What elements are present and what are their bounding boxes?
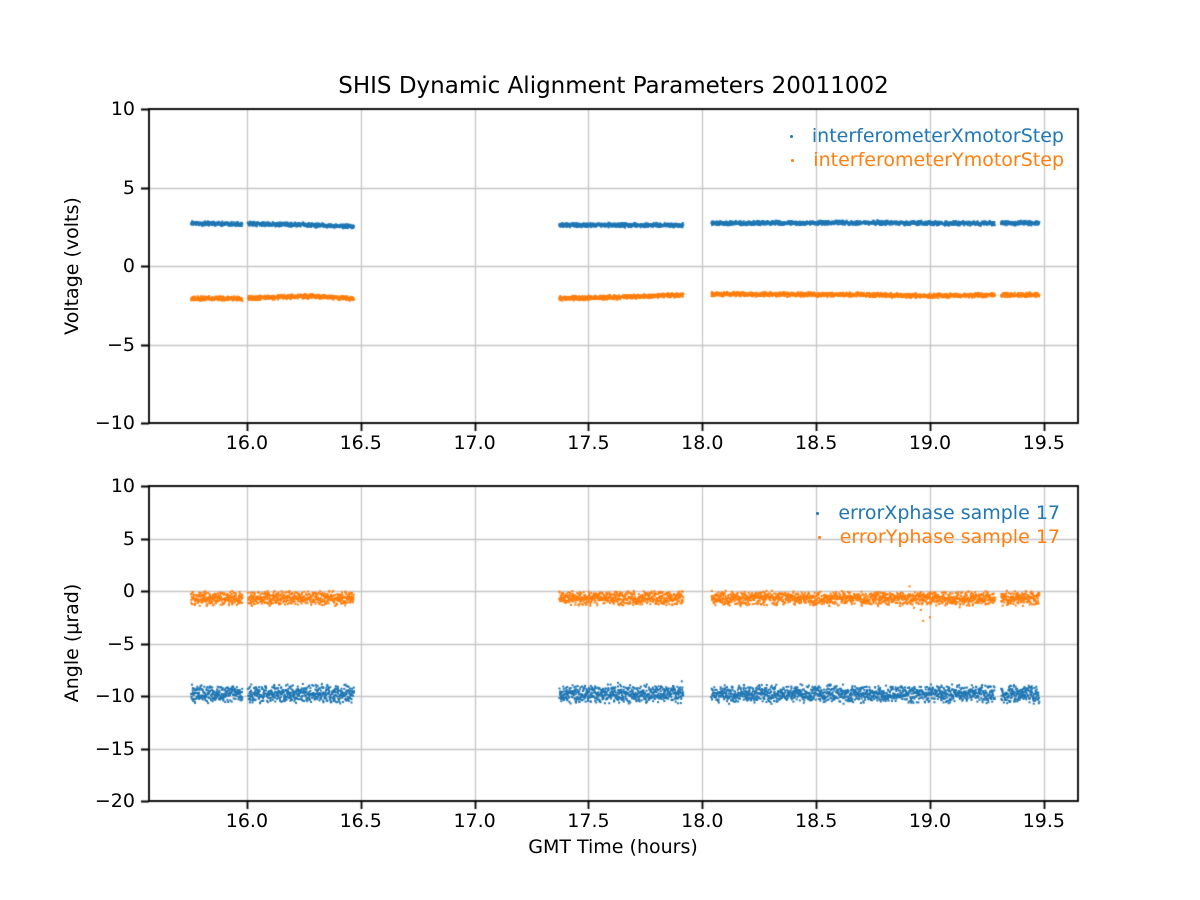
scatter-marker-icon — [789, 134, 793, 138]
x-tick-label: 18.0 — [681, 810, 724, 832]
y-tick-label: −20 — [94, 790, 135, 812]
scatter-marker-icon — [816, 511, 820, 515]
legend-item: errorXphase sample 17 — [816, 501, 1060, 525]
y-tick-label: −10 — [94, 412, 135, 434]
top-legend: interferometerXmotorStep interferometerY… — [789, 124, 1064, 172]
x-tick-label: 18.5 — [794, 810, 838, 832]
legend-label: errorXphase sample 17 — [838, 502, 1060, 524]
scatter-marker-icon — [817, 535, 821, 539]
x-tick-label: 17.5 — [567, 810, 610, 832]
y-tick-label: 5 — [122, 527, 135, 550]
x-tick-label: 16.5 — [339, 810, 382, 832]
legend-item: errorYphase sample 17 — [817, 525, 1060, 549]
y-tick-label: 5 — [122, 176, 135, 199]
y-tick-label: 0 — [122, 580, 135, 602]
x-tick-label: 16.0 — [225, 432, 269, 454]
x-axis-label: GMT Time (hours) — [528, 836, 698, 858]
scatter-marker-icon — [791, 158, 795, 162]
x-tick-label: 18.0 — [681, 432, 724, 454]
x-tick-label: 17.0 — [453, 432, 496, 454]
chart-title: SHIS Dynamic Alignment Parameters 200110… — [338, 73, 889, 99]
legend-label: interferometerYmotorStep — [813, 149, 1064, 171]
bottom-legend: errorXphase sample 17 errorYphase sample… — [816, 501, 1060, 549]
x-tick-label: 19.0 — [908, 810, 952, 832]
legend-item: interferometerXmotorStep — [789, 124, 1064, 148]
y-tick-label: −5 — [106, 632, 135, 655]
x-tick-label: 17.5 — [567, 432, 610, 454]
y-tick-label: −15 — [94, 737, 135, 760]
legend-label: interferometerXmotorStep — [811, 125, 1064, 147]
legend-label: errorYphase sample 17 — [839, 526, 1060, 548]
y-tick-label: 0 — [122, 255, 135, 277]
legend-item: interferometerYmotorStep — [791, 148, 1064, 172]
x-tick-label: 18.5 — [794, 432, 838, 454]
y-tick-label: 10 — [110, 475, 135, 497]
x-tick-label: 19.0 — [908, 432, 952, 454]
x-tick-label: 17.0 — [453, 810, 496, 832]
x-tick-label: 16.0 — [225, 810, 269, 832]
y-tick-label: −10 — [94, 685, 135, 707]
x-tick-label: 16.5 — [339, 432, 382, 454]
y-tick-label: −5 — [106, 333, 135, 356]
x-tick-label: 19.5 — [1022, 810, 1065, 832]
x-tick-label: 19.5 — [1022, 432, 1065, 454]
y-tick-label: 10 — [110, 98, 135, 120]
